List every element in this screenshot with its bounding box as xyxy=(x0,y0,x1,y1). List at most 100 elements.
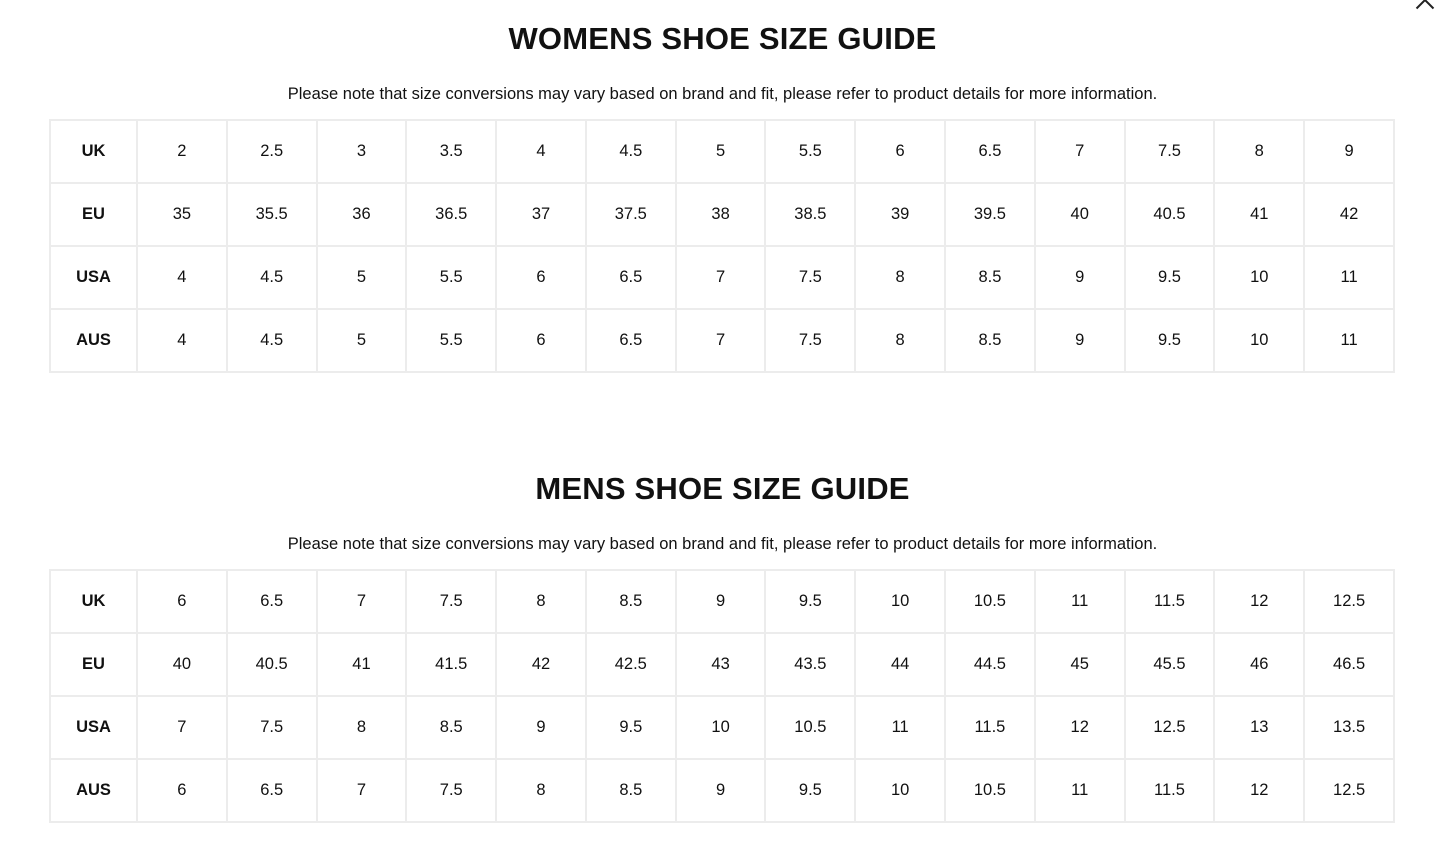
size-cell: 10.5 xyxy=(764,695,857,760)
size-cell: 8.5 xyxy=(944,245,1036,310)
size-cell: 6 xyxy=(136,569,228,634)
size-cell: 12.5 xyxy=(1123,695,1216,760)
womens-note: Please note that size conversions may va… xyxy=(287,85,1158,103)
size-cell: 7.5 xyxy=(405,758,498,823)
row-header: UK xyxy=(49,569,138,634)
size-cell: 5.5 xyxy=(405,245,498,310)
table-row: EU 35 35.5 36 36.5 37 37.5 38 38.5 39 39.5 40 40.5 41… xyxy=(49,182,1395,247)
size-cell: 42 xyxy=(1303,182,1395,247)
row-header: EU xyxy=(49,182,138,247)
size-cell: 9 xyxy=(674,569,767,634)
womens-title: WOMENS SHOE SIZE GUIDE xyxy=(508,21,937,56)
size-cell: 7 xyxy=(1033,119,1126,184)
mens-size-table: UK 6 6.5 7 7.5 8 8.5 9 9.5 10 10.5 11 11.5 12 12.5 EU 40… xyxy=(49,569,1395,823)
size-cell: 44.5 xyxy=(944,632,1036,697)
size-cell: 11.5 xyxy=(1123,758,1216,823)
size-cell: 41 xyxy=(315,632,408,697)
womens-size-guide: WOMENS SHOE SIZE GUIDE Please note that … xyxy=(0,19,1445,373)
size-cell: 4 xyxy=(495,119,587,184)
size-cell: 10 xyxy=(1213,308,1306,373)
table-row: EU 40 40.5 41 41.5 42 42.5 43 43.5 44 44.5 45 45.5 46… xyxy=(49,632,1395,697)
close-icon[interactable] xyxy=(1413,0,1437,12)
size-cell: 4.5 xyxy=(225,245,318,310)
mens-note: Please note that size conversions may va… xyxy=(287,535,1158,553)
size-cell: 10 xyxy=(674,695,767,760)
size-cell: 9.5 xyxy=(584,695,677,760)
table-row: UK 2 2.5 3 3.5 4 4.5 5 5.5 6 6.5 7 7.5 8 9 xyxy=(49,119,1395,184)
row-header: EU xyxy=(49,632,138,697)
size-cell: 4.5 xyxy=(584,119,677,184)
size-cell: 35 xyxy=(136,182,228,247)
size-cell: 6 xyxy=(136,758,228,823)
size-cell: 4 xyxy=(136,308,228,373)
size-cell: 43.5 xyxy=(764,632,857,697)
size-cell: 10 xyxy=(854,569,947,634)
size-cell: 39 xyxy=(854,182,947,247)
size-cell: 13.5 xyxy=(1303,695,1395,760)
size-cell: 11 xyxy=(854,695,947,760)
size-cell: 8 xyxy=(1213,119,1306,184)
size-cell: 7.5 xyxy=(764,245,857,310)
size-cell: 8.5 xyxy=(944,308,1036,373)
table-row: USA 4 4.5 5 5.5 6 6.5 7 7.5 8 8.5 9 9.5 10 11 xyxy=(49,245,1395,310)
size-cell: 37.5 xyxy=(584,182,677,247)
row-header: UK xyxy=(49,119,138,184)
size-cell: 39.5 xyxy=(944,182,1036,247)
size-cell: 8 xyxy=(854,245,947,310)
size-cell: 42.5 xyxy=(584,632,677,697)
size-cell: 44 xyxy=(854,632,947,697)
size-cell: 7.5 xyxy=(405,569,498,634)
size-cell: 46 xyxy=(1213,632,1306,697)
size-cell: 9 xyxy=(495,695,587,760)
size-cell: 10 xyxy=(854,758,947,823)
size-cell: 7 xyxy=(315,569,408,634)
row-header: USA xyxy=(49,695,138,760)
size-cell: 12.5 xyxy=(1303,569,1395,634)
size-cell: 38.5 xyxy=(764,182,857,247)
size-cell: 9.5 xyxy=(1123,245,1216,310)
size-cell: 7 xyxy=(674,245,767,310)
size-cell: 8.5 xyxy=(405,695,498,760)
size-cell: 6.5 xyxy=(225,569,318,634)
mens-title: MENS SHOE SIZE GUIDE xyxy=(535,471,910,506)
size-cell: 6 xyxy=(854,119,947,184)
size-cell: 9.5 xyxy=(764,758,857,823)
size-cell: 5 xyxy=(674,119,767,184)
size-cell: 41 xyxy=(1213,182,1306,247)
size-cell: 8.5 xyxy=(584,569,677,634)
size-cell: 40 xyxy=(1033,182,1126,247)
size-cell: 13 xyxy=(1213,695,1306,760)
size-cell: 8 xyxy=(315,695,408,760)
size-cell: 10 xyxy=(1213,245,1306,310)
size-cell: 46.5 xyxy=(1303,632,1395,697)
size-cell: 12 xyxy=(1033,695,1126,760)
size-cell: 8.5 xyxy=(584,758,677,823)
size-cell: 5 xyxy=(315,308,408,373)
size-cell: 6.5 xyxy=(225,758,318,823)
size-cell: 36.5 xyxy=(405,182,498,247)
size-cell: 3 xyxy=(315,119,408,184)
size-cell: 11.5 xyxy=(944,695,1036,760)
size-cell: 11 xyxy=(1033,758,1126,823)
size-cell: 11 xyxy=(1303,308,1395,373)
size-cell: 42 xyxy=(495,632,587,697)
size-cell: 12 xyxy=(1213,569,1306,634)
size-cell: 11 xyxy=(1303,245,1395,310)
table-row: USA 7 7.5 8 8.5 9 9.5 10 10.5 11 11.5 12 12.5 13 13.5 xyxy=(49,695,1395,760)
size-cell: 6.5 xyxy=(944,119,1036,184)
size-cell: 3.5 xyxy=(405,119,498,184)
size-cell: 7.5 xyxy=(225,695,318,760)
size-cell: 45 xyxy=(1033,632,1126,697)
row-header: USA xyxy=(49,245,138,310)
size-cell: 9 xyxy=(1303,119,1395,184)
mens-size-guide: MENS SHOE SIZE GUIDE Please note that si… xyxy=(0,469,1445,823)
row-header: AUS xyxy=(49,308,138,373)
size-cell: 35.5 xyxy=(225,182,318,247)
size-cell: 12.5 xyxy=(1303,758,1395,823)
size-cell: 11 xyxy=(1033,569,1126,634)
size-cell: 10.5 xyxy=(944,758,1036,823)
size-cell: 8 xyxy=(495,569,587,634)
size-cell: 9 xyxy=(1033,308,1126,373)
size-cell: 7 xyxy=(136,695,228,760)
size-cell: 40 xyxy=(136,632,228,697)
